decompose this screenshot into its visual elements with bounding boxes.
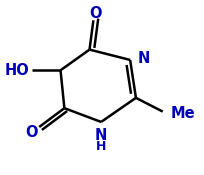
Text: H: H [95,139,106,153]
Text: HO: HO [5,63,29,78]
Text: Me: Me [170,106,194,121]
Text: O: O [25,125,38,140]
Text: N: N [137,51,150,66]
Text: N: N [94,128,107,143]
Text: O: O [89,6,101,21]
